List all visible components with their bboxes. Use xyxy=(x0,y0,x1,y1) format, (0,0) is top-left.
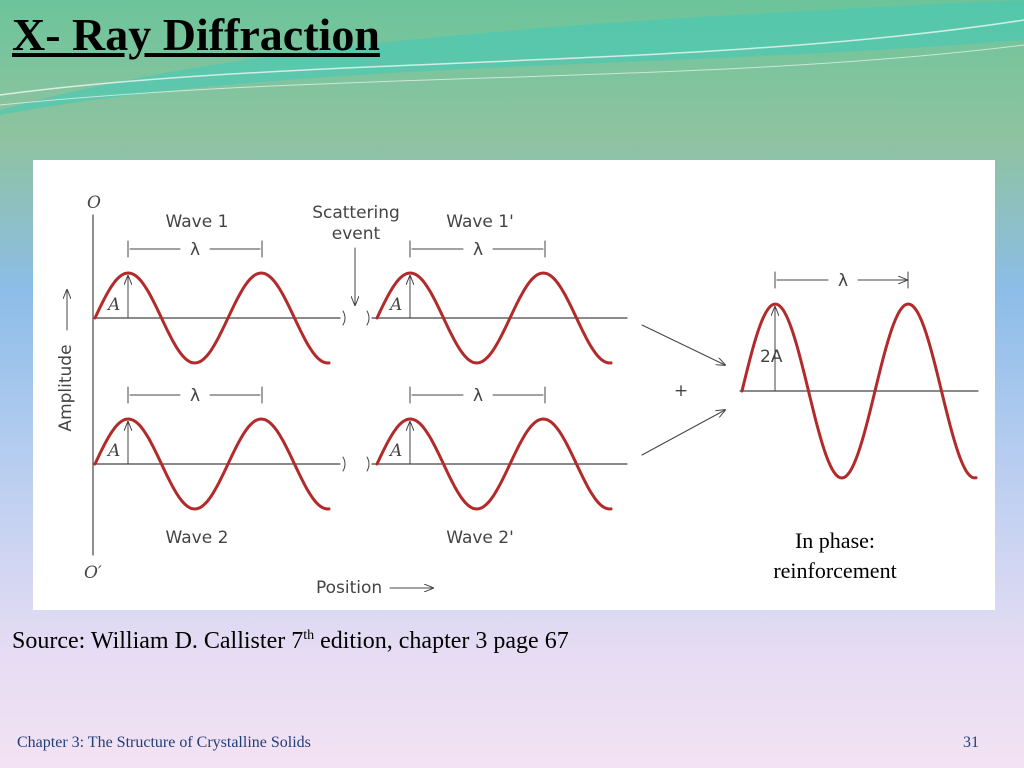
wave xyxy=(93,271,331,365)
amplitude-label: A xyxy=(106,441,120,461)
header-decoration xyxy=(0,0,1024,115)
caption: In phase: xyxy=(795,528,875,553)
origin-label: O′ xyxy=(84,563,102,583)
source-text: edition, chapter 3 page 67 xyxy=(314,628,569,654)
amplitude-label: A xyxy=(388,441,402,461)
diagram: O O′ Amplitude Position Scattering event… xyxy=(33,160,995,610)
wavelength-label: λ xyxy=(473,240,483,260)
wave-label: Wave 2 xyxy=(166,528,229,548)
annotation: Scattering xyxy=(312,203,400,223)
caption: reinforcement xyxy=(773,558,896,583)
wave-label: Wave 2' xyxy=(446,528,514,548)
annotation: event xyxy=(332,224,381,244)
wavelength-label: λ xyxy=(473,386,483,406)
amplitude-label: 2A xyxy=(760,347,783,367)
wave xyxy=(375,271,613,365)
title: X- Ray Diffraction xyxy=(12,9,380,60)
wave-label: Wave 1 xyxy=(166,212,229,232)
wave xyxy=(740,302,978,480)
sum-sign: + xyxy=(674,381,688,401)
wavelength-label: λ xyxy=(838,271,848,291)
axis-label: Position xyxy=(316,578,382,598)
source: Source: William D. Callister 7th edition… xyxy=(12,628,569,655)
wave xyxy=(375,417,613,511)
page-number: 31 xyxy=(963,734,979,751)
axis-label: Amplitude xyxy=(56,344,76,431)
wavelength-label: λ xyxy=(190,240,200,260)
wave-label: Wave 1' xyxy=(446,212,514,232)
wave xyxy=(93,417,331,511)
source-sup: th xyxy=(303,628,315,643)
amplitude-label: A xyxy=(106,295,120,315)
wavelength-label: λ xyxy=(190,386,200,406)
origin-label: O xyxy=(87,193,101,213)
footer-chapter: Chapter 3: The Structure of Crystalline … xyxy=(17,734,311,751)
source-text: Source: William D. Callister 7 xyxy=(12,628,304,654)
amplitude-label: A xyxy=(388,295,402,315)
